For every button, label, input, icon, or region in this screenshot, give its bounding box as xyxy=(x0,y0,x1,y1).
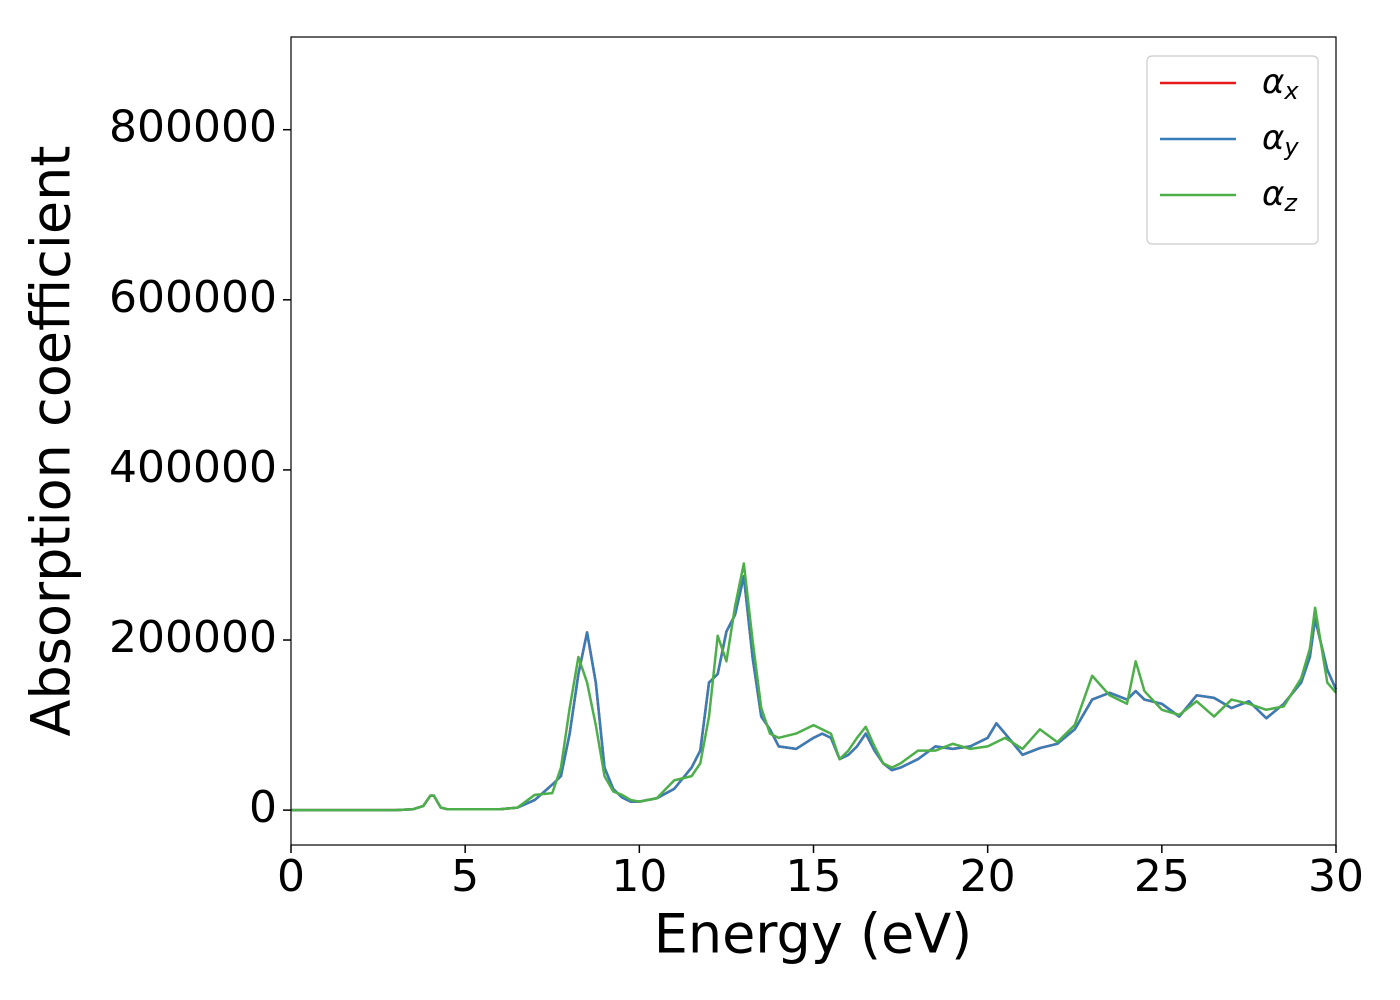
x-tick-label: 20 xyxy=(960,851,1016,902)
x-tick-label: 25 xyxy=(1134,851,1190,902)
series-line xyxy=(291,574,1338,812)
series-line xyxy=(291,574,1338,812)
x-tick-label: 15 xyxy=(786,851,842,902)
legend-label: αz xyxy=(1262,174,1298,218)
plot-frame xyxy=(290,36,1337,846)
x-axis-label: Energy (eV) xyxy=(654,903,973,966)
x-tick-label: 30 xyxy=(1308,851,1364,902)
legend-label: αy xyxy=(1262,118,1299,162)
series-line xyxy=(291,562,1337,812)
x-tick-label: 5 xyxy=(451,851,479,902)
y-tick-label: 800000 xyxy=(109,102,277,153)
y-tick-label: 600000 xyxy=(109,272,277,323)
y-axis-label: Absorption coefficient xyxy=(20,146,83,737)
legend-label: αx xyxy=(1262,62,1299,106)
y-tick-label: 400000 xyxy=(109,442,277,493)
x-tick-label: 10 xyxy=(611,851,667,902)
x-tick-label: 0 xyxy=(277,851,305,902)
y-tick-label: 200000 xyxy=(109,612,277,663)
legend-box xyxy=(1146,55,1319,245)
y-tick-label: 0 xyxy=(249,782,277,833)
